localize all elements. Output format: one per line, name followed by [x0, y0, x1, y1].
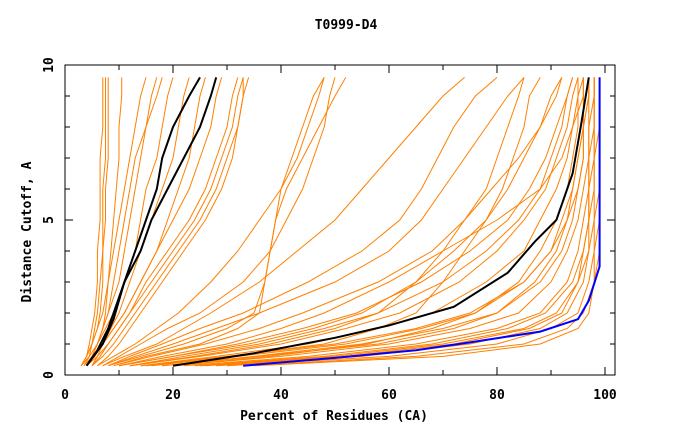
model-curve-40: [172, 77, 579, 367]
model-curve-42: [194, 77, 590, 367]
x-tick-label: 40: [273, 388, 289, 403]
highlight-curve-2: [85, 77, 218, 367]
x-tick-label: 0: [61, 388, 69, 403]
model-curve-17: [102, 77, 336, 367]
model-curve-15: [97, 77, 244, 367]
model-curve-13: [91, 77, 250, 367]
model-curves: [80, 77, 601, 367]
model-curve-37: [129, 77, 574, 367]
x-tick-labels: 0 20 40 60 80 100: [61, 388, 617, 403]
y-tick-label: 10: [42, 57, 57, 73]
model-curve-38: [118, 77, 574, 367]
y-tick-labels: 0 5 10: [42, 57, 57, 379]
y-axis-label: Distance Cutoff, A: [20, 161, 35, 302]
y-tick-label: 0: [42, 371, 57, 379]
model-curve-43: [129, 77, 525, 367]
model-curve-19: [102, 77, 465, 367]
highlight-curves: [85, 76, 601, 367]
model-curve-16: [97, 77, 325, 367]
model-curve-5: [80, 77, 147, 366]
model-curve-18: [108, 77, 498, 367]
model-curve-25: [118, 77, 563, 367]
model-curve-9: [86, 77, 190, 367]
best-model-curve: [243, 77, 601, 367]
model-curve-34: [253, 77, 601, 367]
highlight-curve-1: [85, 76, 201, 367]
model-curve-21: [113, 77, 325, 367]
y-tick-label: 5: [42, 216, 57, 224]
x-tick-label: 100: [593, 388, 617, 403]
model-curve-36: [129, 77, 579, 367]
x-tick-label: 20: [165, 388, 181, 403]
model-curve-28: [172, 77, 595, 367]
model-curve-8: [80, 77, 163, 367]
model-curve-29: [183, 77, 595, 367]
model-curve-35: [140, 77, 584, 367]
axis-ticks: [64, 64, 615, 376]
highlight-curve-3: [172, 77, 590, 367]
model-curve-41: [162, 77, 584, 367]
x-tick-label: 80: [489, 388, 505, 403]
plot-frame: [64, 64, 616, 376]
x-tick-label: 60: [381, 388, 397, 403]
model-curve-1: [80, 77, 104, 366]
chart-title: T0999-D4: [315, 18, 378, 33]
model-curve-4: [86, 77, 123, 366]
model-curve-24: [108, 77, 525, 367]
model-curve-14: [86, 77, 244, 367]
model-curve-44: [140, 77, 541, 367]
x-axis-label: Percent of Residues (CA): [240, 409, 428, 424]
